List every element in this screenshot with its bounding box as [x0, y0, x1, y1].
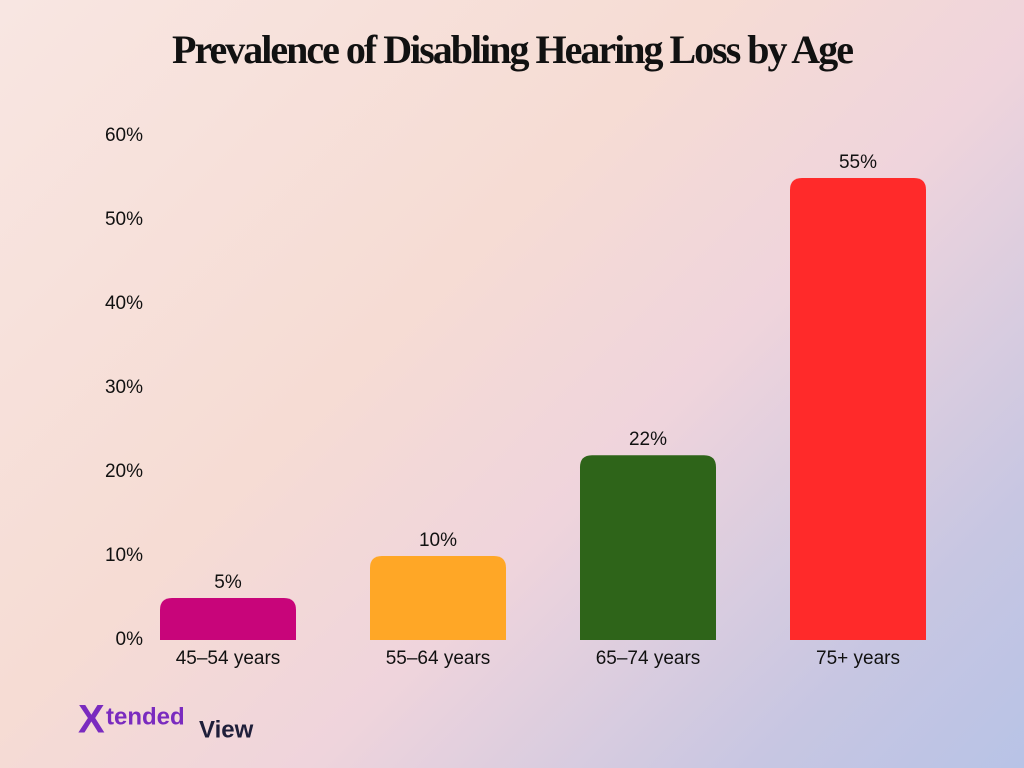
bar	[370, 556, 506, 640]
bar	[580, 455, 716, 640]
y-tick-label: 40%	[105, 293, 143, 314]
value-label: 22%	[629, 429, 667, 450]
value-label: 5%	[214, 572, 242, 593]
bar	[160, 598, 296, 640]
x-tick-label: 55–64 years	[386, 648, 491, 669]
logo-text: View	[199, 716, 254, 743]
value-label: 10%	[419, 530, 457, 551]
logo-x: X	[78, 698, 105, 742]
y-tick-label: 10%	[105, 545, 143, 566]
logo-text: tended	[106, 703, 185, 730]
x-tick-label: 75+ years	[816, 648, 900, 669]
value-label: 55%	[839, 152, 877, 173]
bar	[790, 178, 926, 640]
x-tick-label: 45–54 years	[176, 648, 281, 669]
y-tick-label: 30%	[105, 377, 143, 398]
y-tick-label: 20%	[105, 461, 143, 482]
y-tick-label: 50%	[105, 209, 143, 230]
logo: X tended View	[78, 698, 254, 744]
y-tick-label: 0%	[116, 629, 144, 650]
chart-title: Prevalence of Disabling Hearing Loss by …	[172, 27, 853, 72]
y-tick-label: 60%	[105, 125, 143, 146]
x-tick-label: 65–74 years	[596, 648, 701, 669]
